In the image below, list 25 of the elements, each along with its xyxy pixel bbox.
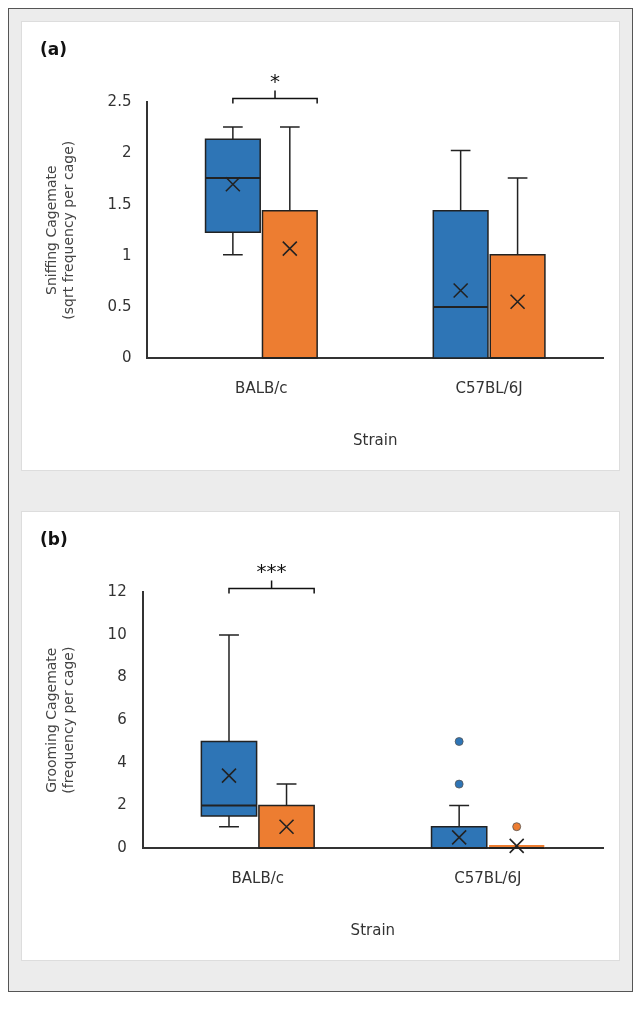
y-axis-title: Grooming Cagemate (frequency per cage) [43,646,76,794]
x-tick-label: C57BL/6J [455,378,523,397]
x-axis-title: Strain [350,920,396,939]
y-tick-label: 1 [121,245,132,264]
x-axis-title: Strain [353,430,398,449]
y-tick-label: 8 [117,667,127,686]
x-tick-label: C57BL/6J [454,868,522,887]
text: *** [256,558,287,583]
y-tick-label: 0 [121,347,132,366]
x-tick-label: BALB/c [231,868,285,887]
y-tick-label: 0 [117,837,127,856]
y-tick-label: 2 [121,143,132,162]
chart-title: (b) [40,528,68,549]
y-tick-label: 2.5 [107,92,132,111]
y-tick-label: 4 [117,752,127,771]
y-tick-label: 2 [117,795,127,814]
y-tick-label: 0.5 [107,296,132,315]
chart-title: (a) [40,38,68,59]
y-tick-label: 1.5 [107,194,132,213]
x-tick-label: BALB/c [235,378,288,397]
y-tick-label: 6 [117,710,127,729]
y-tick-label: 12 [107,582,127,601]
y-tick-label: 10 [107,624,127,643]
y-axis-title: Sniffing Cagemate (sqrt frequency per cage) [43,140,76,320]
text: * [270,68,281,93]
